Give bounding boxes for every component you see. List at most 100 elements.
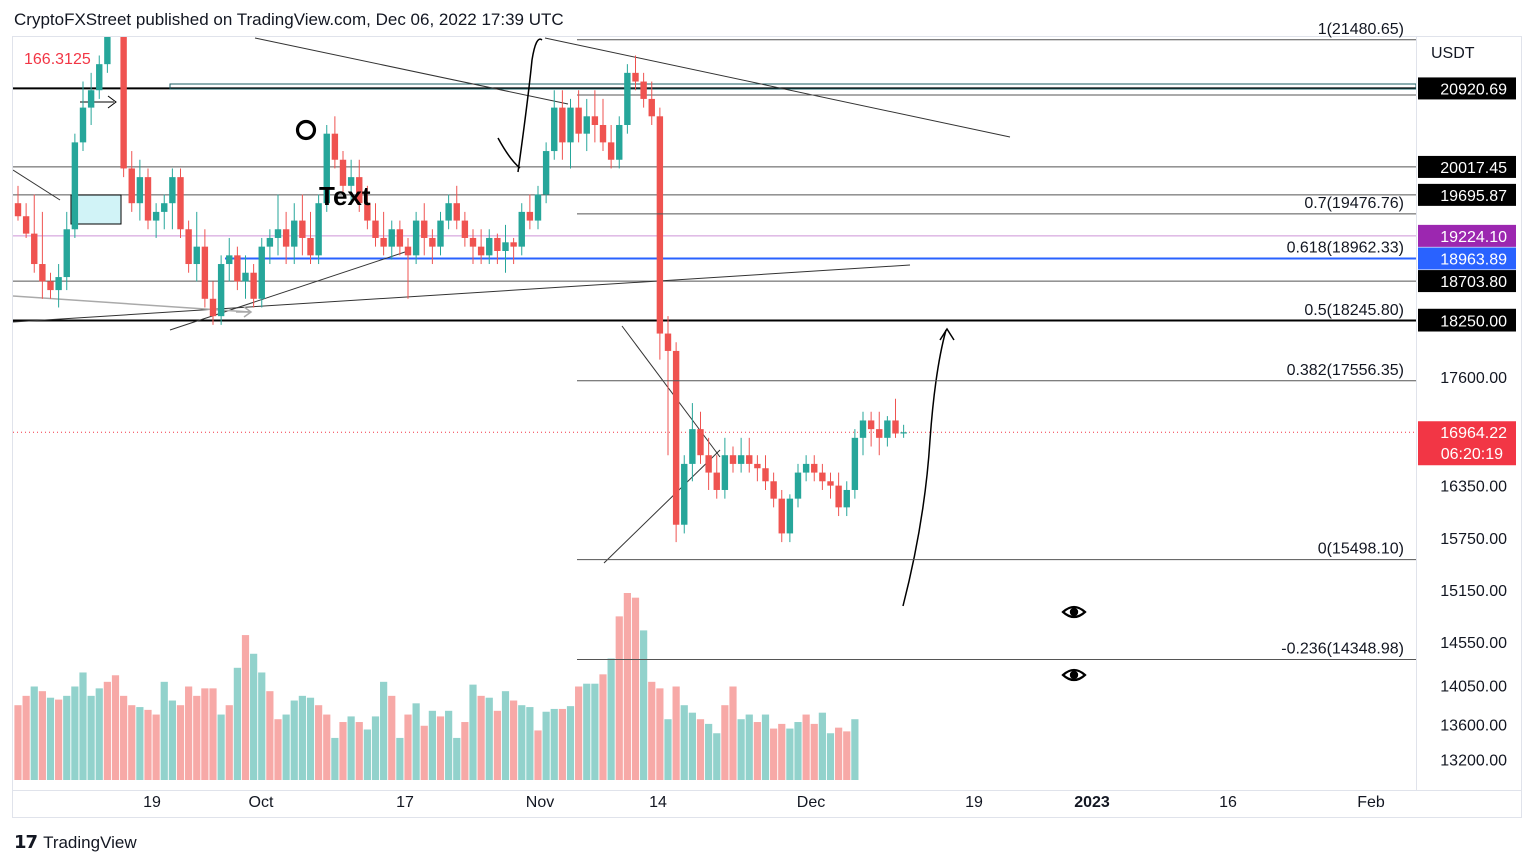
volume-bar bbox=[534, 730, 542, 780]
volume-bar bbox=[640, 630, 648, 780]
volume-bar bbox=[680, 705, 688, 780]
candle-body bbox=[656, 116, 664, 334]
drawing-annotations bbox=[13, 37, 1416, 607]
candle-body bbox=[104, 37, 111, 65]
volume-bar bbox=[696, 719, 705, 780]
candle-body bbox=[892, 420, 899, 434]
volume-bar bbox=[501, 691, 510, 780]
volume-bar bbox=[30, 686, 38, 780]
candle-body bbox=[356, 177, 363, 204]
volume-bar bbox=[176, 705, 185, 780]
volume-bar bbox=[168, 700, 176, 780]
x-tick-label: 19 bbox=[965, 794, 983, 811]
candle-body bbox=[461, 220, 469, 238]
candle-body bbox=[242, 272, 249, 282]
candle-body bbox=[469, 237, 477, 247]
candle-body bbox=[551, 107, 558, 152]
candle-body bbox=[14, 203, 22, 217]
volume-bar bbox=[550, 708, 558, 780]
candle-body bbox=[567, 107, 574, 143]
volume-bar bbox=[835, 727, 843, 780]
y-tick-label: 14550.00 bbox=[1440, 635, 1507, 652]
eye-icon[interactable] bbox=[1061, 605, 1087, 619]
horizontal-levels bbox=[13, 87, 1416, 433]
candle-body bbox=[396, 229, 404, 247]
last-price-box bbox=[1418, 421, 1516, 466]
candle-body bbox=[55, 277, 62, 291]
candle-body bbox=[754, 463, 761, 469]
volume-bar bbox=[843, 731, 851, 780]
time-axis-separator bbox=[12, 790, 1522, 791]
volume-bar bbox=[672, 686, 680, 780]
arrow-icon bbox=[80, 95, 117, 109]
x-tick-label: 2023 bbox=[1074, 794, 1110, 811]
candle-body bbox=[315, 203, 322, 256]
candle-body bbox=[632, 72, 639, 82]
candle-body bbox=[518, 211, 525, 247]
volume-bar bbox=[477, 695, 485, 780]
volume-bar bbox=[258, 672, 266, 780]
range-box bbox=[70, 194, 122, 225]
volume-bar bbox=[331, 737, 339, 780]
tradingview-footer[interactable]: 𝟭𝟳 TradingView bbox=[14, 832, 137, 853]
y-tick-label: 15750.00 bbox=[1440, 531, 1507, 548]
candle-body bbox=[607, 142, 615, 160]
candle-body bbox=[217, 264, 225, 317]
volume-bar bbox=[103, 681, 111, 780]
fib-level-label: 0.7(19476.76) bbox=[1304, 195, 1404, 212]
y-tick-label: 13600.00 bbox=[1440, 718, 1507, 735]
arrow-path bbox=[517, 38, 543, 173]
volume-bar bbox=[810, 723, 818, 780]
volume-bar bbox=[729, 686, 737, 780]
volume-bar bbox=[794, 722, 802, 780]
candle-body bbox=[421, 220, 428, 238]
x-tick-label: 16 bbox=[1219, 794, 1237, 811]
volume-bar bbox=[485, 697, 493, 780]
candle-body bbox=[746, 455, 753, 464]
volume-bar bbox=[510, 700, 518, 780]
candle-body bbox=[87, 90, 95, 108]
volume-bar bbox=[575, 686, 583, 780]
volume-bar bbox=[87, 695, 95, 780]
volume-bar bbox=[225, 705, 233, 780]
candle-body bbox=[811, 463, 818, 473]
y-tick-label: 17600.00 bbox=[1440, 370, 1507, 387]
eye-icon[interactable] bbox=[1061, 668, 1087, 682]
candle-body bbox=[534, 194, 542, 221]
volume-bar bbox=[428, 710, 436, 780]
volume-bar bbox=[38, 691, 46, 780]
candle-body bbox=[307, 237, 314, 256]
volume-bar bbox=[71, 686, 79, 780]
volume-bar bbox=[526, 707, 534, 780]
volume-bar bbox=[363, 729, 371, 780]
candle-body bbox=[291, 220, 298, 247]
y-tick-label: 13200.00 bbox=[1440, 752, 1507, 769]
arrow-head-icon bbox=[939, 327, 955, 341]
volume-bar bbox=[566, 706, 575, 780]
candle-body bbox=[429, 237, 436, 247]
candle-body bbox=[453, 203, 460, 221]
candle-body bbox=[47, 281, 54, 291]
candle-body bbox=[71, 142, 79, 230]
price-tag-box bbox=[1418, 77, 1516, 100]
volume-bar bbox=[753, 722, 761, 780]
volume-bar bbox=[721, 705, 729, 780]
candle-body bbox=[226, 255, 233, 265]
candle-body bbox=[96, 64, 103, 91]
volume-bar bbox=[396, 737, 404, 780]
fibonacci-retracement: 1(21480.65) 0.7(19476.76) 0.618(18962.33) 0… bbox=[577, 21, 1416, 661]
candle-body bbox=[258, 246, 265, 299]
candle-body bbox=[802, 463, 810, 473]
volume-bar bbox=[282, 714, 290, 780]
candle-body bbox=[591, 116, 599, 125]
time-axis: 19 Oct 17 Nov 14 Dec 19 2023 16 Feb bbox=[143, 794, 1385, 811]
candle-body bbox=[494, 237, 501, 251]
volume-bar bbox=[656, 688, 664, 780]
price-tag-label: 18250.00 bbox=[1440, 314, 1507, 331]
y-tick-label: 15150.00 bbox=[1440, 583, 1507, 600]
candle-body bbox=[713, 472, 720, 490]
candle-body bbox=[234, 255, 241, 282]
volume-bar bbox=[558, 708, 566, 780]
last-price-label: 16964.22 bbox=[1440, 425, 1507, 442]
